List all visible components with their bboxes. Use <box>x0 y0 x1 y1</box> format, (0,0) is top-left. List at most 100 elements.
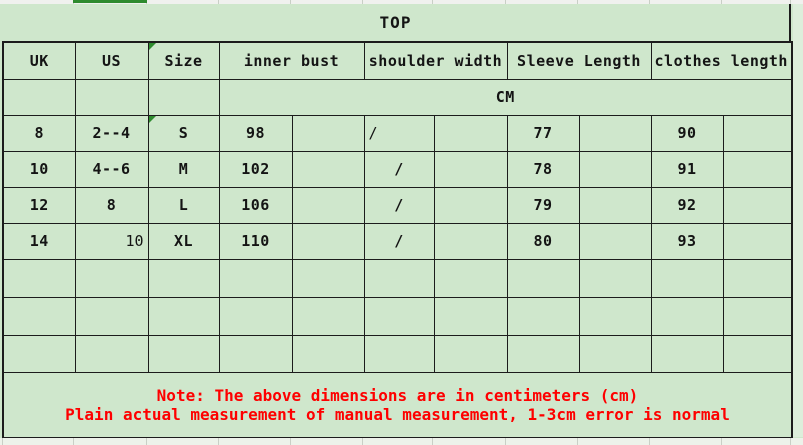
empty-cell[interactable] <box>147 334 220 373</box>
empty-cell[interactable] <box>506 258 580 298</box>
cell-inner-bust[interactable]: 98 <box>218 114 293 152</box>
cell-uk[interactable]: 12 <box>2 186 76 224</box>
cell-clothes-length[interactable]: 92 <box>650 186 724 224</box>
cell-sleeve-length[interactable]: 79 <box>506 186 580 224</box>
col-header-us[interactable]: US <box>74 41 149 80</box>
empty-row <box>2 258 793 298</box>
cell-sleeve-length[interactable]: 78 <box>506 150 580 188</box>
empty-cell[interactable] <box>291 114 365 152</box>
cell-size[interactable]: S <box>147 114 220 152</box>
empty-cell[interactable] <box>722 114 793 152</box>
sheet-gridline-strip-top <box>0 0 803 4</box>
cell-inner-bust[interactable]: 102 <box>218 150 293 188</box>
cell-size[interactable]: M <box>147 150 220 188</box>
empty-cell[interactable] <box>722 296 793 336</box>
empty-cell[interactable] <box>578 150 652 188</box>
cell-inner-bust[interactable]: 110 <box>218 222 293 260</box>
empty-cell[interactable] <box>291 222 365 260</box>
cell-shoulder-width[interactable]: / <box>363 150 435 188</box>
cell-shoulder-width[interactable]: / <box>363 114 435 152</box>
empty-cell[interactable] <box>147 258 220 298</box>
empty-cell[interactable] <box>433 296 508 336</box>
empty-cell[interactable] <box>2 78 76 116</box>
empty-cell[interactable] <box>433 258 508 298</box>
empty-cell[interactable] <box>578 258 652 298</box>
cell-sleeve-length[interactable]: 77 <box>506 114 580 152</box>
cell-uk[interactable]: 8 <box>2 114 76 152</box>
cell-uk[interactable]: 14 <box>2 222 76 260</box>
cell-us[interactable]: 2--4 <box>74 114 149 152</box>
table-row-size-l: 12 8 L 106 / 79 92 <box>2 186 793 224</box>
cell-us[interactable]: 8 <box>74 186 149 224</box>
cell-clothes-length[interactable]: 90 <box>650 114 724 152</box>
empty-cell[interactable] <box>218 334 293 373</box>
empty-cell[interactable] <box>433 222 508 260</box>
empty-cell[interactable] <box>291 186 365 224</box>
empty-cell[interactable] <box>74 78 149 116</box>
note-cell[interactable]: Note: The above dimensions are in centim… <box>2 371 793 439</box>
empty-cell[interactable] <box>363 334 435 373</box>
empty-cell[interactable] <box>147 78 220 116</box>
empty-cell[interactable] <box>578 222 652 260</box>
empty-cell[interactable] <box>650 258 724 298</box>
empty-cell[interactable] <box>291 150 365 188</box>
empty-cell[interactable] <box>722 150 793 188</box>
header-row: UK US Size inner bust shoulder width Sle… <box>2 41 793 80</box>
empty-cell[interactable] <box>433 186 508 224</box>
empty-cell[interactable] <box>74 296 149 336</box>
empty-cell[interactable] <box>722 222 793 260</box>
cell-us[interactable]: 10 <box>74 222 149 260</box>
col-header-clothes-length[interactable]: clothes length <box>650 41 793 80</box>
error-triangle-icon <box>149 116 156 123</box>
empty-cell[interactable] <box>578 114 652 152</box>
empty-cell[interactable] <box>74 334 149 373</box>
empty-cell[interactable] <box>433 150 508 188</box>
error-triangle-icon <box>149 43 156 50</box>
table-row-size-s: 8 2--4 S 98 / 77 90 <box>2 114 793 152</box>
col-header-uk[interactable]: UK <box>2 41 76 80</box>
empty-cell[interactable] <box>291 258 365 298</box>
empty-cell[interactable] <box>2 296 76 336</box>
table-row-size-m: 10 4--6 M 102 / 78 91 <box>2 150 793 188</box>
empty-cell[interactable] <box>218 258 293 298</box>
empty-cell[interactable] <box>722 334 793 373</box>
cell-sleeve-length[interactable]: 80 <box>506 222 580 260</box>
cell-shoulder-width[interactable]: / <box>363 186 435 224</box>
cell-us[interactable]: 4--6 <box>74 150 149 188</box>
cell-shoulder-width[interactable]: / <box>363 222 435 260</box>
empty-cell[interactable] <box>506 296 580 336</box>
empty-cell[interactable] <box>291 334 365 373</box>
empty-cell[interactable] <box>291 296 365 336</box>
cell-size[interactable]: XL <box>147 222 220 260</box>
cell-clothes-length[interactable]: 93 <box>650 222 724 260</box>
empty-cell[interactable] <box>650 334 724 373</box>
empty-cell[interactable] <box>2 258 76 298</box>
empty-cell[interactable] <box>363 296 435 336</box>
col-header-shoulder-width[interactable]: shoulder width <box>363 41 508 80</box>
cell-clothes-length[interactable]: 91 <box>650 150 724 188</box>
empty-cell[interactable] <box>506 334 580 373</box>
empty-cell[interactable] <box>74 258 149 298</box>
empty-cell[interactable] <box>147 296 220 336</box>
col-header-size[interactable]: Size <box>147 41 220 80</box>
cell-size[interactable]: L <box>147 186 220 224</box>
empty-cell[interactable] <box>2 334 76 373</box>
empty-cell[interactable] <box>218 296 293 336</box>
empty-cell[interactable] <box>433 334 508 373</box>
empty-cell[interactable] <box>433 114 508 152</box>
empty-cell[interactable] <box>650 296 724 336</box>
col-header-inner-bust[interactable]: inner bust <box>218 41 365 80</box>
col-header-sleeve-length[interactable]: Sleeve Length <box>506 41 652 80</box>
sheet-margin-right <box>793 4 803 437</box>
chart-title-cell[interactable]: TOP <box>2 4 791 41</box>
empty-cell[interactable] <box>722 186 793 224</box>
empty-cell[interactable] <box>578 334 652 373</box>
empty-cell[interactable] <box>722 258 793 298</box>
unit-cell[interactable]: CM <box>218 78 793 116</box>
cell-inner-bust[interactable]: 106 <box>218 186 293 224</box>
empty-cell[interactable] <box>578 296 652 336</box>
empty-cell[interactable] <box>578 186 652 224</box>
note-line-1: Note: The above dimensions are in centim… <box>156 385 639 405</box>
empty-cell[interactable] <box>363 258 435 298</box>
cell-uk[interactable]: 10 <box>2 150 76 188</box>
